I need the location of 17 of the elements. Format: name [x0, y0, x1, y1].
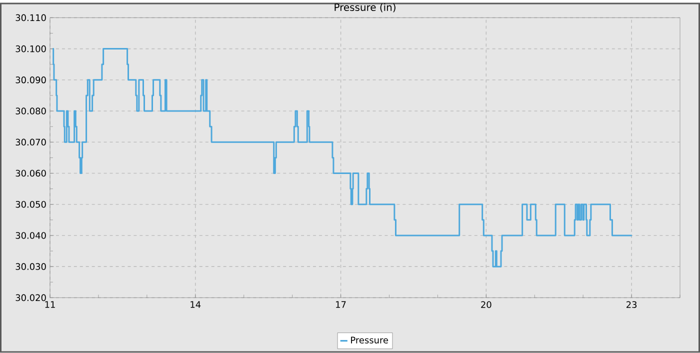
y-tick-label: 30.100	[16, 46, 46, 52]
x-tick-label: 20	[481, 301, 492, 308]
y-tick-label: 30.020	[16, 294, 46, 302]
y-tick-label: 30.060	[16, 170, 46, 177]
y-tick-label: 30.080	[16, 108, 46, 115]
chart-title: Pressure (in)	[334, 3, 396, 12]
legend-label: Pressure	[351, 336, 388, 344]
y-tick-label: 30.070	[16, 138, 46, 146]
x-tick-label: 23	[626, 301, 637, 308]
y-tick-label: 30.110	[16, 14, 46, 22]
y-tick-label: 30.030	[16, 263, 46, 270]
y-tick-label: 30.040	[16, 232, 46, 240]
y-tick-label: 30.050	[16, 201, 46, 208]
x-tick-label: 17	[336, 301, 346, 308]
y-tick-label: 30.090	[16, 76, 46, 84]
x-tick-label: 11	[45, 301, 55, 308]
x-tick-label: 14	[190, 301, 201, 308]
